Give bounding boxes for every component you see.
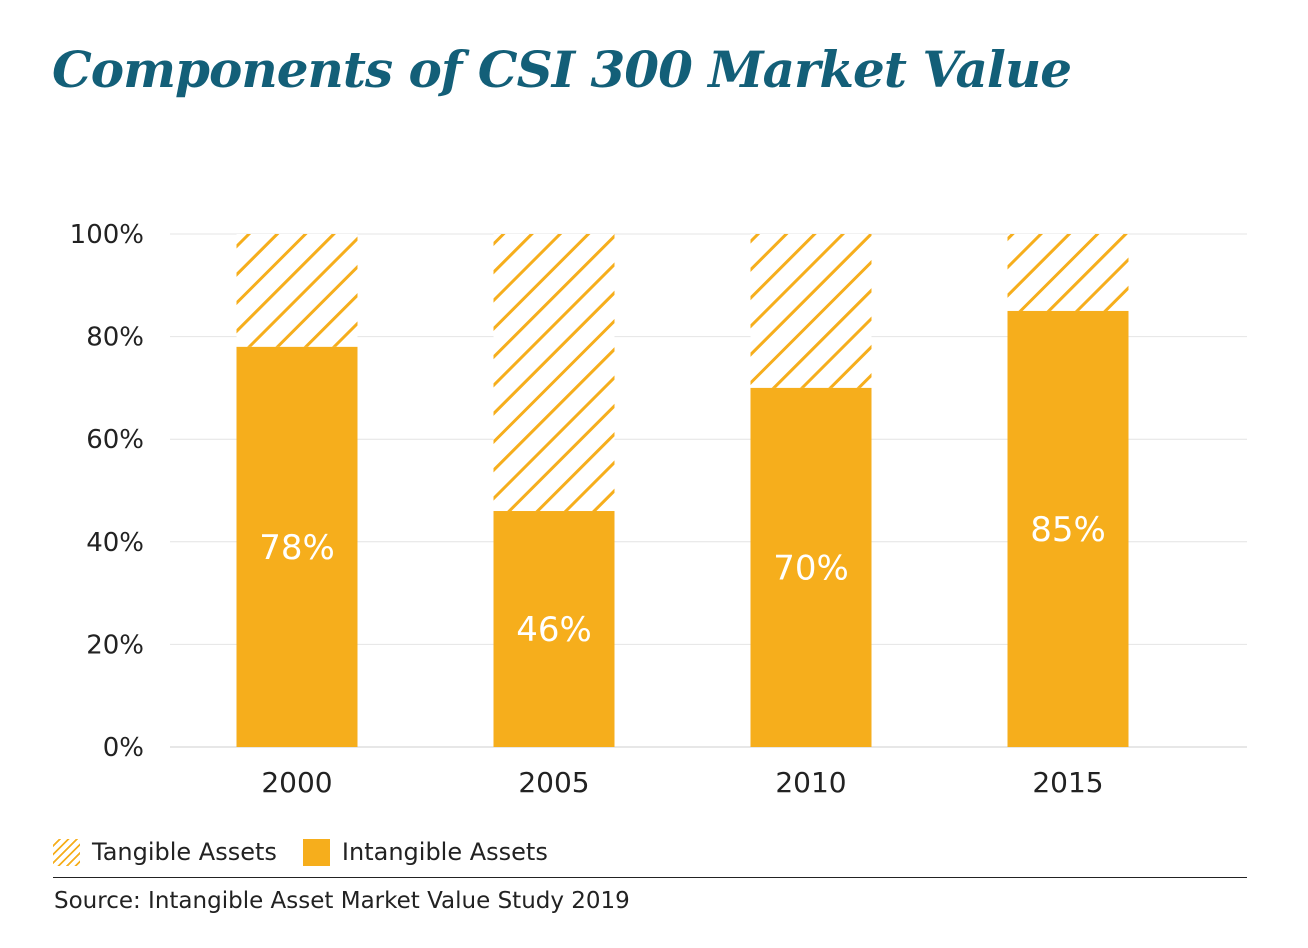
data-label: 85%	[1030, 510, 1106, 550]
x-category-label: 2000	[261, 766, 332, 799]
data-label: 78%	[259, 528, 335, 568]
y-axis-ticks: 0% 20% 40% 60% 80% 100%	[70, 220, 144, 763]
bar-intangible	[236, 346, 358, 747]
x-category-label: 2015	[1032, 766, 1103, 799]
y-tick-label: 40%	[86, 528, 144, 558]
data-label: 70%	[773, 548, 849, 588]
legend-item-tangible: Tangible Assets	[53, 838, 277, 866]
legend-item-intangible: Intangible Assets	[302, 838, 548, 866]
bars	[236, 234, 1129, 747]
source-note: Source: Intangible Asset Market Value St…	[54, 888, 630, 914]
y-tick-label: 0%	[103, 733, 144, 763]
data-label: 46%	[516, 610, 592, 650]
bar-intangible	[493, 511, 615, 747]
bar-tangible	[750, 234, 872, 388]
legend-swatch-solid	[302, 838, 330, 866]
legend: Tangible Assets Intangible Assets	[53, 838, 574, 866]
legend-swatch-hatched	[53, 838, 80, 866]
bar-intangible	[750, 387, 872, 747]
data-labels: 78% 46% 70% 85%	[259, 510, 1106, 650]
bar-tangible	[236, 234, 358, 347]
y-tick-label: 60%	[86, 425, 144, 455]
y-tick-label: 20%	[86, 630, 144, 660]
x-axis-categories: 2000 2005 2010 2015	[261, 766, 1103, 799]
x-category-label: 2010	[775, 766, 846, 799]
bar-tangible	[493, 234, 615, 512]
bar-intangible	[1007, 310, 1129, 747]
x-category-label: 2005	[518, 766, 589, 799]
bar-tangible	[1007, 234, 1129, 311]
chart-title: Components of CSI 300 Market Value	[52, 40, 1072, 99]
y-tick-label: 100%	[70, 220, 144, 250]
y-tick-label: 80%	[86, 323, 144, 353]
legend-label-tangible: Tangible Assets	[92, 838, 277, 866]
source-divider	[53, 877, 1247, 878]
legend-label-intangible: Intangible Assets	[341, 838, 548, 866]
